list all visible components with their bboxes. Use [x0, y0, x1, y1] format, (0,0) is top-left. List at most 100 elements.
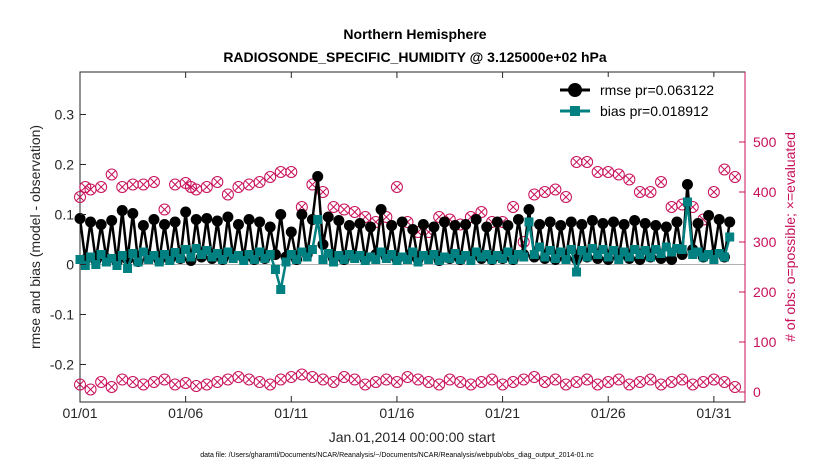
obs-evaluated-point — [348, 373, 361, 386]
obs-cross — [234, 183, 243, 191]
legend-bias-label: bias pr=0.018912 — [600, 103, 709, 119]
rmse-point — [692, 218, 704, 229]
bias-point — [360, 256, 370, 265]
rmse-point — [169, 216, 181, 228]
bias-point — [223, 247, 233, 257]
bias-point — [593, 250, 603, 259]
rmse-point — [322, 211, 334, 223]
rmse-point — [127, 208, 139, 219]
rmse-point — [74, 213, 86, 224]
obs-cross — [540, 188, 549, 196]
obs-circle — [95, 181, 108, 193]
obs-cross — [234, 373, 243, 381]
obs-cross — [245, 180, 253, 189]
bias-point — [492, 251, 502, 260]
obs-evaluated-point — [433, 378, 446, 391]
bias-point — [96, 250, 106, 259]
bias-point — [535, 242, 545, 252]
obs-cross — [150, 178, 158, 186]
obs-cross — [646, 188, 655, 196]
obs-cross — [572, 158, 581, 166]
bias-point — [175, 254, 185, 263]
obs-possible-point — [147, 176, 160, 188]
obs-cross — [150, 378, 158, 386]
bias-point — [524, 217, 534, 227]
rmse-point — [396, 216, 408, 228]
bias-point — [550, 254, 560, 263]
obs-cross — [467, 380, 475, 389]
obs-cross — [118, 183, 127, 191]
obs-cross — [255, 178, 264, 186]
obs-circle — [158, 203, 171, 216]
bias-point — [196, 250, 206, 259]
rmse-point — [180, 206, 192, 218]
y-right-tick-label: 300 — [753, 234, 777, 250]
bias-point — [344, 250, 354, 259]
obs-cross — [319, 188, 327, 196]
obs-cross — [519, 375, 528, 384]
bias-point — [107, 254, 117, 263]
legend: rmse pr=0.063122 bias pr=0.018912 — [556, 77, 742, 121]
bias-point — [339, 255, 349, 264]
obs-cross — [562, 193, 570, 201]
obs-evaluated-point — [707, 373, 720, 386]
obs-circle — [390, 376, 403, 388]
obs-circle — [348, 373, 361, 386]
obs-cross — [298, 370, 306, 379]
y-left-tick-label: -0.2 — [50, 357, 74, 373]
obs-cross — [604, 378, 613, 386]
obs-circle — [84, 383, 97, 396]
obs-cross — [509, 378, 517, 386]
obs-cross — [224, 375, 232, 384]
obs-cross — [171, 180, 179, 189]
bias-point — [582, 252, 592, 262]
obs-possible-point — [348, 206, 361, 218]
obs-cross — [646, 375, 655, 384]
obs-circle — [158, 373, 171, 386]
obs-cross — [710, 188, 718, 196]
obs-circle — [486, 373, 499, 386]
bias-point — [487, 255, 497, 264]
rmse-point — [629, 215, 641, 226]
bias-point — [714, 249, 724, 258]
bias-point — [276, 285, 286, 294]
bias-point — [334, 251, 344, 260]
y-left-tick-label: 0.2 — [55, 157, 75, 173]
rmse-point — [254, 216, 266, 228]
bias-series — [75, 197, 735, 294]
obs-cross — [128, 378, 137, 386]
bias-point — [513, 250, 523, 259]
bias-point — [709, 255, 719, 264]
rmse-point — [243, 214, 255, 225]
obs-evaluated-point — [253, 376, 266, 388]
obs-cross — [710, 375, 718, 384]
bias-point — [503, 247, 513, 257]
obs-cross — [667, 203, 676, 211]
obs-circle — [655, 176, 668, 188]
obs-possible-point — [707, 186, 720, 198]
bias-point — [598, 245, 608, 254]
bias-point — [133, 257, 143, 267]
rmse-point — [95, 219, 107, 230]
obs-circle — [79, 181, 92, 193]
obs-cross — [287, 168, 296, 176]
bias-point — [165, 256, 175, 265]
bias-point — [181, 245, 191, 254]
obs-possible-point — [729, 171, 741, 183]
rmse-point — [333, 215, 345, 226]
bias-point — [698, 252, 708, 262]
bias-point — [260, 254, 270, 263]
bias-point — [265, 250, 275, 259]
bias-point — [519, 252, 529, 262]
obs-cross — [107, 383, 116, 391]
bias-point — [233, 251, 243, 260]
bias-point — [212, 249, 222, 258]
bias-point — [482, 250, 492, 259]
obs-circle — [105, 381, 118, 393]
obs-cross — [509, 203, 517, 211]
bias-point — [587, 244, 597, 253]
rmse-point — [137, 220, 149, 231]
bias-point — [466, 256, 476, 265]
obs-cross — [583, 158, 591, 166]
bias-point — [640, 246, 650, 255]
